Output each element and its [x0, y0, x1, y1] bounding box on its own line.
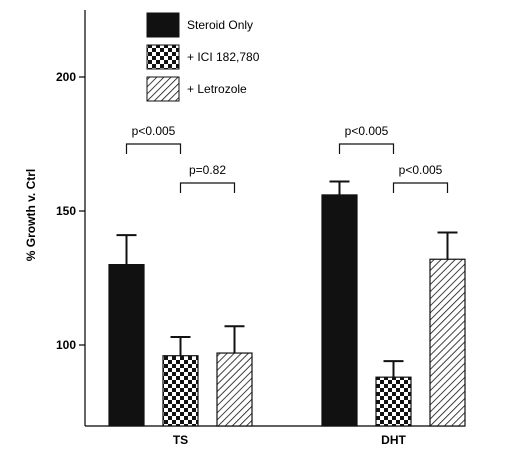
bar [162, 355, 199, 427]
significance-label: p<0.005 [399, 163, 443, 177]
significance-bracket [338, 143, 395, 154]
significance-label: p<0.005 [132, 124, 176, 138]
legend-label: + ICI 182,780 [187, 50, 260, 64]
significance-label: p=0.82 [189, 163, 226, 177]
bar [108, 264, 145, 427]
bar [429, 258, 466, 427]
x-category-label: DHT [381, 433, 406, 447]
x-category-label: TS [173, 433, 188, 447]
y-tick-label: 150 [56, 204, 76, 218]
y-tick-label: 200 [56, 70, 76, 84]
significance-label: p<0.005 [345, 124, 389, 138]
bar [375, 376, 412, 427]
significance-bracket [179, 182, 236, 193]
legend-swatch [146, 12, 180, 38]
bar [216, 352, 253, 427]
legend-label: + Letrozole [187, 82, 247, 96]
bar [321, 194, 358, 427]
legend-swatch [146, 76, 180, 102]
y-tick-label: 100 [56, 338, 76, 352]
significance-bracket [125, 143, 182, 154]
legend-swatch [146, 44, 180, 70]
y-axis-label: % Growth v. Ctrl [24, 169, 38, 261]
legend-label: Steroid Only [187, 18, 253, 32]
significance-bracket [392, 182, 449, 193]
